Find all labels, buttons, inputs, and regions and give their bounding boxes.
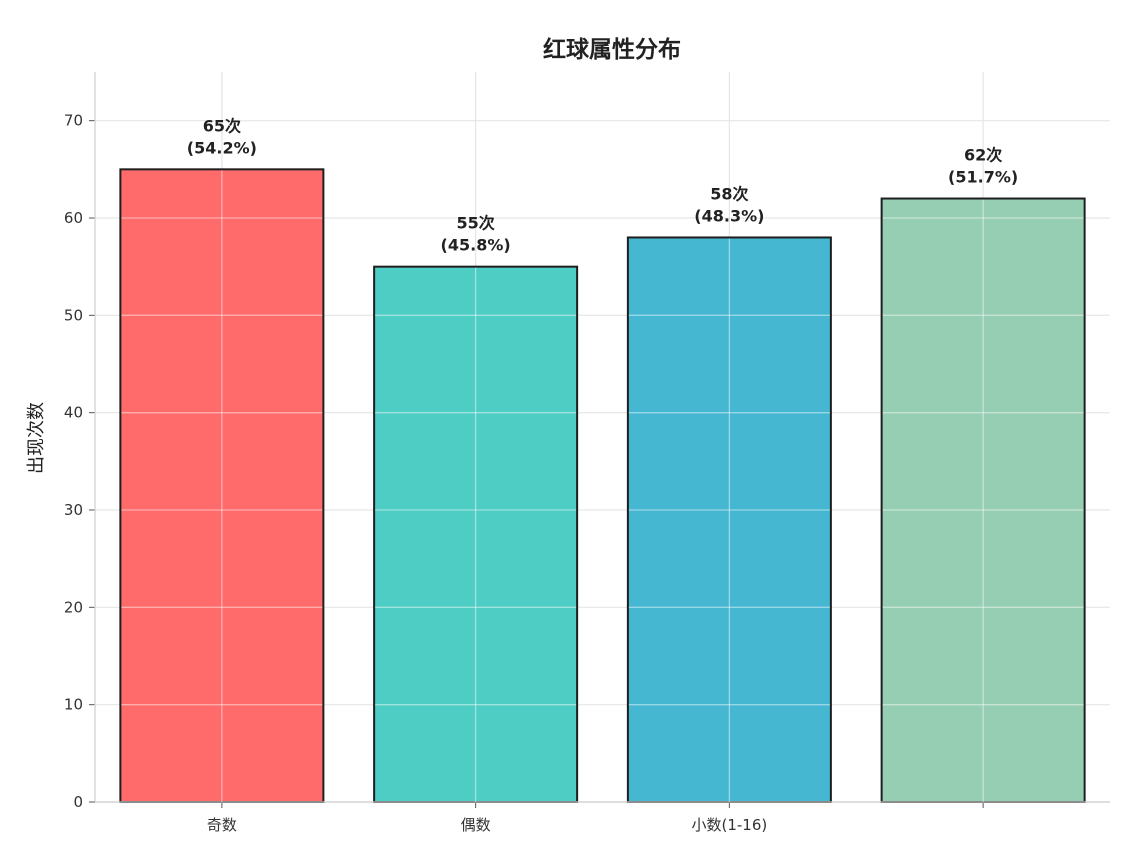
bar	[119, 168, 325, 804]
bar-data-label: 55次	[456, 214, 494, 233]
y-tick-label: 30	[64, 501, 83, 519]
bar-data-label: (51.7%)	[948, 168, 1018, 187]
y-tick-label: 60	[64, 209, 83, 227]
bar	[880, 197, 1086, 804]
bar	[373, 265, 579, 803]
bar-data-label: (45.8%)	[441, 236, 511, 255]
y-tick-label: 70	[64, 112, 83, 130]
y-tick-label: 20	[64, 598, 83, 616]
bar-data-label: (54.2%)	[187, 138, 257, 157]
bar-data-label: (48.3%)	[694, 206, 764, 225]
y-tick-label: 10	[64, 696, 83, 714]
bar-data-label: 58次	[710, 184, 748, 203]
bar-data-label: 65次	[203, 116, 241, 135]
bar	[626, 236, 832, 803]
bars	[119, 168, 1086, 804]
y-axis-label: 出现次数	[26, 402, 47, 474]
x-tick-label: 偶数	[461, 816, 491, 834]
y-tick-label: 50	[64, 306, 83, 324]
bar-gridlines	[121, 170, 1084, 802]
y-tick-label: 0	[73, 793, 83, 811]
y-tick-label: 40	[64, 404, 83, 422]
x-tick-label: 小数(1-16)	[692, 816, 768, 834]
bar-data-label: 62次	[964, 146, 1002, 165]
data-labels: 65次 (54.2%) 55次 (45.8%) 58次 (48.3%) 62次 (51.7%)	[187, 116, 1018, 254]
axes: 0 10 20 30 40 50 60 70 奇数 偶数 小数(1-16)	[64, 72, 1110, 834]
chart-title: 红球属性分布	[543, 36, 681, 63]
x-tick-label: 奇数	[207, 816, 237, 834]
